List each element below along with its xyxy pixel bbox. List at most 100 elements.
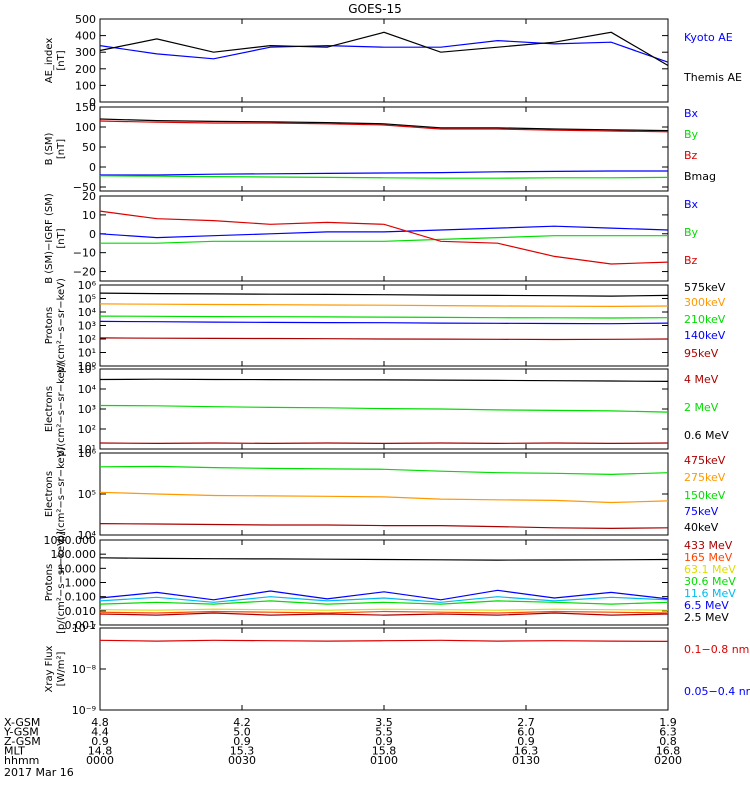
ephemeris-value: 0.9 <box>91 735 109 748</box>
y-tick-label: 50 <box>82 141 96 154</box>
panel-6: 10⁴ 10⁵ 10⁶ Electrons p/(cm²−s−sr−keV) 475keV… <box>44 446 726 542</box>
legend-label: 140keV <box>684 329 726 342</box>
panel-2: −50 0 50 100 150 B (SM) [nT] Bx By Bz Bmag <box>44 101 716 194</box>
series-line-3 <box>99 120 669 133</box>
y-tick-label: 10⁵ <box>78 363 96 376</box>
y-tick-label: 100 <box>75 121 96 134</box>
ephemeris-value: 16.3 <box>514 745 539 758</box>
legend-label: 4 MeV <box>684 373 719 386</box>
legend-label: Bx <box>684 198 699 211</box>
ephemeris-value: 15.8 <box>372 745 397 758</box>
y-tick-label: 10⁴ <box>78 383 97 396</box>
y-axis-label: Electrons <box>44 386 55 432</box>
y-axis-label: [p/(cm²−s−sr−keV)] <box>56 531 67 634</box>
y-tick-label: 0 <box>89 96 96 109</box>
y-axis-label: AE_index <box>44 38 55 84</box>
series-line-1 <box>99 639 669 643</box>
series-line-2 <box>100 235 668 244</box>
y-tick-label: 500 <box>75 13 96 26</box>
y-tick-label: 10⁻⁷ <box>72 622 96 635</box>
y-axis-label: [W/m²] <box>56 651 67 686</box>
legend-label: 95keV <box>684 347 719 360</box>
series-line-4 <box>99 118 669 132</box>
legend-label: 0.05−0.4 nm <box>684 685 750 698</box>
series-line-6 <box>99 589 669 601</box>
y-tick-label: 10⁶ <box>78 279 97 292</box>
legend-label: 150keV <box>684 489 726 502</box>
ephemeris-value: 4.2 <box>233 716 251 729</box>
y-tick-label: 0 <box>89 228 96 241</box>
series-line-3 <box>99 315 669 319</box>
y-tick-label: −10 <box>73 247 96 260</box>
y-tick-label: 100 <box>75 79 96 92</box>
y-axis-label: [nT] <box>56 228 67 248</box>
series-line-2 <box>99 404 669 413</box>
y-axis-label: B (SM) <box>44 132 55 165</box>
ephemeris-value: 0100 <box>370 754 398 767</box>
y-tick-label: 10³ <box>78 403 96 416</box>
ephemeris-value: 0130 <box>512 754 540 767</box>
legend-label: 300keV <box>684 296 726 309</box>
legend-label: 275keV <box>684 471 726 484</box>
series-line-2 <box>99 303 669 308</box>
legend-label: 0.6 MeV <box>684 429 729 442</box>
ephemeris-value: 4.4 <box>91 726 109 739</box>
legend-label: 75keV <box>684 505 719 518</box>
legend-label: 210keV <box>684 313 726 326</box>
plot-title: GOES-15 <box>348 2 402 16</box>
ephemeris-value: 5.0 <box>233 726 251 739</box>
series-line-1 <box>99 292 669 297</box>
y-tick-label: 150 <box>75 101 96 114</box>
ephemeris-value: 0.9 <box>233 735 251 748</box>
ephemeris-value: 2.7 <box>517 716 535 729</box>
y-axis-label: [nT] <box>56 50 67 70</box>
ephemeris-value: 0.9 <box>517 735 535 748</box>
series-line-3 <box>99 465 669 476</box>
ephemeris-row-label: Y-GSM <box>3 726 39 739</box>
y-tick-label: 10 <box>82 209 96 222</box>
series-line-2 <box>99 175 669 179</box>
panel-frame <box>99 452 669 536</box>
ephemeris-value: 4.8 <box>91 716 109 729</box>
ephemeris-value: 1.9 <box>659 716 677 729</box>
ephemeris-value: 0.9 <box>375 735 393 748</box>
panel-5: 10¹ 10² 10³ 10⁴ 10⁵ Electrons p/(cm²−s−sr−keV)… <box>44 361 729 456</box>
ephemeris-row-label: MLT <box>4 745 25 758</box>
y-tick-label: −20 <box>73 266 96 279</box>
y-tick-label: 1.000 <box>65 577 97 590</box>
series-line-7 <box>99 557 669 561</box>
legend-label: 165 MeV <box>684 551 733 564</box>
ephemeris-row-label: hhmm <box>4 754 39 767</box>
ephemeris-value: 0.8 <box>659 735 677 748</box>
series-line-3 <box>99 378 669 382</box>
ephemeris-value: 5.5 <box>375 726 393 739</box>
legend-label: 6.5 MeV <box>684 599 729 612</box>
y-tick-label: 10⁶ <box>78 447 97 460</box>
y-axis-label: p/(cm²−s−sr−keV) <box>56 361 67 456</box>
panel-frame <box>99 18 669 103</box>
legend-label: 11.6 MeV <box>684 587 736 600</box>
y-tick-label: 0.010 <box>65 605 97 618</box>
ephemeris-value: 3.5 <box>375 716 393 729</box>
y-tick-label: 200 <box>75 63 96 76</box>
series-line-3 <box>99 210 669 265</box>
ephemeris-value: 14.8 <box>88 745 113 758</box>
date-label: 2017 Mar 16 <box>4 766 74 779</box>
series-line-4 <box>99 320 669 325</box>
legend-label: 433 MeV <box>684 539 733 552</box>
series-line-1 <box>100 170 668 176</box>
legend-label: By <box>684 226 699 239</box>
series-line-1 <box>99 612 669 616</box>
panel-8: 10⁻⁹ 10⁻⁸ 10⁻⁷ Xray Flux [W/m²] 0.1−0.8 nm 0.0… <box>44 622 750 717</box>
ephemeris-value: 16.8 <box>656 745 681 758</box>
ephemeris-value: 0000 <box>86 754 114 767</box>
legend-label: Bx <box>684 107 699 120</box>
y-tick-label: 0 <box>89 161 96 174</box>
y-axis-label: Xray Flux <box>44 645 55 692</box>
panel-1: 0 100 200 300 400 500 AE_index [nT] Kyoto AE Them… <box>44 13 742 109</box>
series-line-5 <box>99 337 669 341</box>
legend-label: 30.6 MeV <box>684 575 736 588</box>
y-tick-label: 10⁰ <box>78 360 97 373</box>
legend-label: 575keV <box>684 281 726 294</box>
